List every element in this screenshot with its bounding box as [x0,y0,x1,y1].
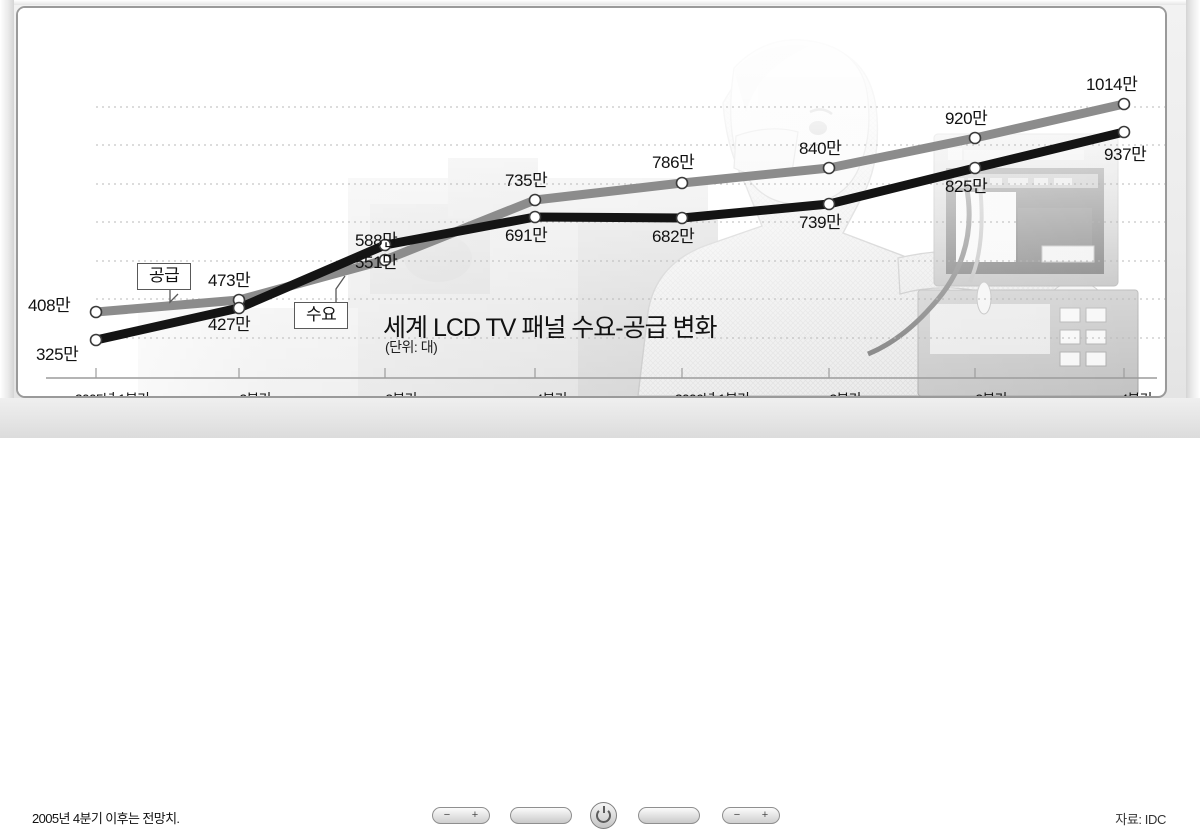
menu-button-right[interactable] [638,807,700,824]
x-axis-label-7: 4분기 [1120,389,1152,396]
data-label-supply-2: 588만 [355,231,398,250]
data-label-demand-4: 682만 [652,227,695,246]
data-label-demand-1: 427만 [208,315,251,334]
menu-button-left[interactable] [510,807,572,824]
chart-canvas: 408만 473만 588만 735만 786만 840만 920만 1014만… [16,6,1167,398]
data-label-supply-5: 840만 [799,139,842,158]
line-chart-plot [46,97,1165,379]
data-label-supply-7: 1014만 [1086,75,1138,94]
legend-callout-supply: 공급 [137,263,192,290]
minus-icon: − [443,809,451,821]
bezel-top-edge [0,0,1200,5]
data-label-supply-0: 408만 [28,296,71,315]
data-label-supply-6: 920만 [945,109,988,128]
chart-title: 세계 LCD TV 패널 수요-공급 변화 [383,314,718,342]
data-label-demand-2: 551만 [355,253,398,272]
plus-icon: + [761,809,769,821]
x-axis-label-2: 3분기 [385,389,417,396]
series-line-demand [91,127,1129,345]
chart-subtitle: (단위: 대) [385,339,438,355]
x-axis-label-1: 2분기 [239,389,271,396]
x-axis-ticks [95,368,1125,378]
data-label-demand-6: 825만 [945,177,988,196]
monitor-bottom-bezel: 2005년 4분기 이후는 전망치. 자료: IDC − + − + [0,398,1200,829]
adjust-minus-plus-button-left[interactable]: − + [432,807,490,824]
data-label-supply-4: 786만 [652,153,695,172]
legend-callout-demand: 수요 [294,302,349,329]
power-button[interactable] [590,802,617,829]
series-markers-supply [89,97,1131,319]
series-markers-demand [89,125,1131,347]
minus-icon: − [733,809,741,821]
bezel-right-edge [1186,0,1200,438]
plus-icon: + [471,809,479,821]
x-axis-label-3: 4분기 [535,389,567,396]
data-label-demand-7: 937만 [1104,145,1147,164]
power-icon [596,808,611,823]
forecast-note: 2005년 4분기 이후는 전망치. [32,811,180,826]
monitor-shell: 408만 473만 588만 735만 786만 840만 920만 1014만… [0,0,1200,438]
data-label-supply-1: 473만 [208,271,251,290]
data-label-demand-0: 325만 [36,345,79,364]
bezel-left-edge [0,0,14,438]
source-label: 자료: IDC [1115,812,1166,827]
adjust-minus-plus-button-right[interactable]: − + [722,807,780,824]
callout-leader-demand [335,275,346,302]
x-axis-label-4: 2006년 1분기 [675,389,750,396]
callout-leader-supply [169,289,179,304]
data-label-demand-5: 739만 [799,213,842,232]
data-label-demand-3: 691만 [505,226,548,245]
data-label-supply-3: 735만 [505,171,548,190]
x-axis-label-0: 2005년 1분기 [75,389,150,396]
x-axis-label-6: 3분기 [975,389,1007,396]
x-axis-label-5: 2분기 [829,389,861,396]
